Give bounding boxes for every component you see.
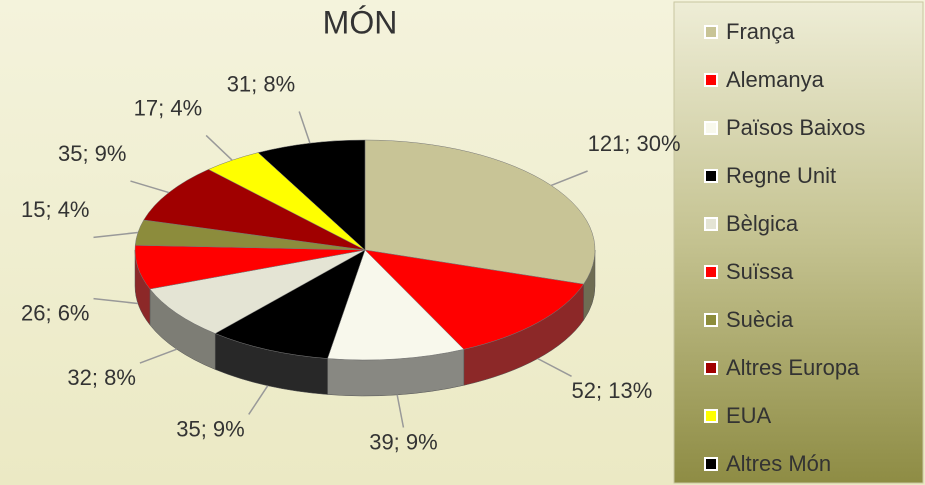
data-label: 39; 9% [369, 429, 438, 454]
legend-label: França [726, 19, 795, 44]
data-label: 121; 30% [588, 131, 681, 156]
slice [149, 249, 366, 334]
leader-line [130, 180, 170, 194]
leader-line [93, 231, 139, 239]
slice [364, 139, 596, 285]
legend-label: Alemanya [726, 67, 825, 92]
legend-swatch [704, 313, 718, 327]
legend-swatch [704, 121, 718, 135]
legend-swatch [704, 25, 718, 39]
legend-swatch [704, 457, 718, 471]
legend-label: Altres Europa [726, 355, 860, 380]
slice [214, 249, 366, 359]
legend-swatch [704, 217, 718, 231]
data-label: 32; 8% [67, 365, 136, 390]
leader-line [93, 297, 139, 305]
legend-label: Suècia [726, 307, 794, 332]
data-label: 31; 8% [227, 71, 296, 96]
leader-line [396, 394, 405, 428]
legend-swatch [704, 409, 718, 423]
legend-label: EUA [726, 403, 772, 428]
slice [327, 249, 465, 361]
legend-swatch [704, 73, 718, 87]
data-label: 35; 9% [176, 416, 245, 441]
data-label: 15; 4% [21, 197, 90, 222]
chart-title: MÓN [323, 4, 398, 40]
legend-label: Bèlgica [726, 211, 799, 236]
legend-label: Països Baixos [726, 115, 865, 140]
leader-line [205, 134, 233, 161]
legend-swatch [704, 169, 718, 183]
leader-line [298, 111, 311, 144]
legend-swatch [704, 361, 718, 375]
slice [257, 139, 366, 251]
legend-label: Suïssa [726, 259, 794, 284]
legend-swatch [704, 265, 718, 279]
leader-line [550, 170, 588, 187]
data-label: 17; 4% [134, 95, 203, 120]
leader-line [248, 385, 269, 415]
leader-line [537, 357, 572, 377]
legend-label: Regne Unit [726, 163, 836, 188]
data-label: 26; 6% [21, 300, 90, 325]
data-label: 35; 9% [58, 141, 127, 166]
legend-label: Altres Món [726, 451, 831, 476]
slice [364, 249, 585, 350]
leader-line [139, 348, 178, 364]
data-label: 52; 13% [572, 378, 653, 403]
